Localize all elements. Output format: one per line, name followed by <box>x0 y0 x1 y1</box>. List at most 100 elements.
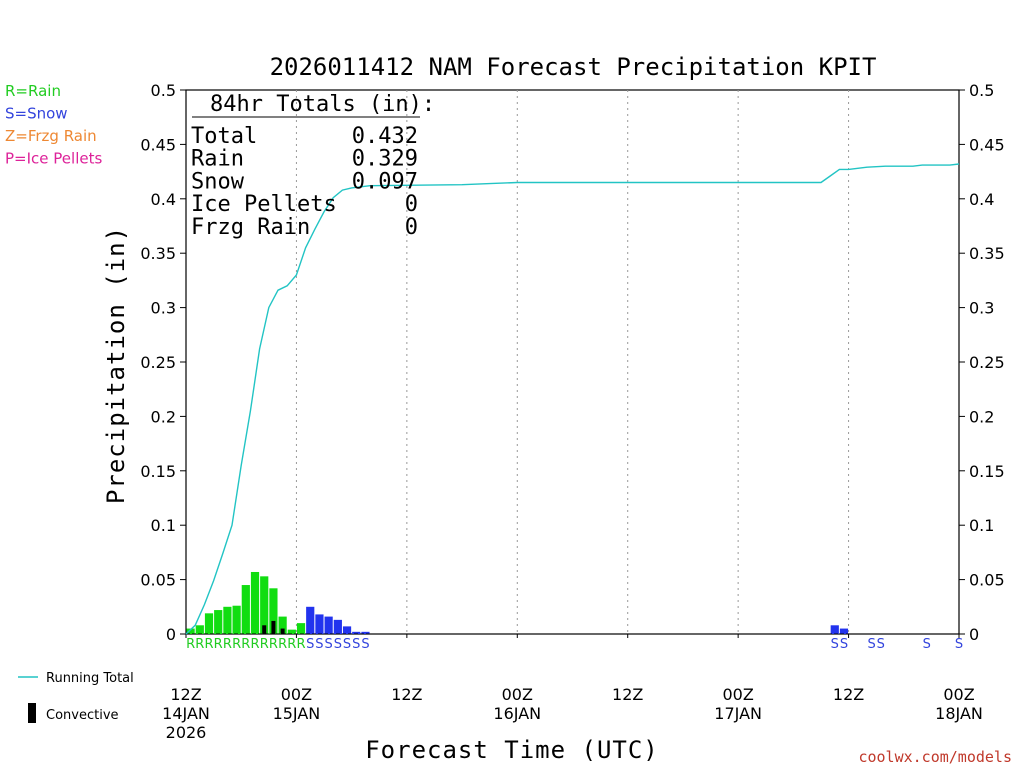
rain-bar <box>287 629 296 634</box>
convective-bar <box>280 628 285 634</box>
snow-bar <box>342 626 352 634</box>
ptype-label: R <box>186 637 195 652</box>
y-tick-label-right: 0.05 <box>969 571 1005 590</box>
ptype-label: R <box>232 637 241 652</box>
rain-bar <box>269 588 278 634</box>
totals-row-label: Ice Pellets <box>191 192 337 217</box>
y-tick-label-left: 0.05 <box>140 571 176 590</box>
rain-bar <box>195 625 204 634</box>
snow-bar <box>352 631 361 634</box>
totals-row-value: 0.097 <box>352 169 418 194</box>
snow-bar <box>839 628 849 634</box>
x-tick-date: 16JAN <box>493 704 541 723</box>
grid-lines <box>295 90 850 634</box>
y-tick-label-left: 0.1 <box>151 516 176 535</box>
y-tick-label-left: 0 <box>166 625 176 644</box>
y-axis: 0 00.05 0.050.1 0.10.15 0.150.2 0.20.25 0.250.… <box>140 81 1004 644</box>
totals-row-value: 0.432 <box>352 124 418 149</box>
totals-row-label: Total <box>191 124 257 149</box>
ptype-label: R <box>260 637 269 652</box>
x-axis-label: Forecast Time (UTC) <box>365 736 659 764</box>
hourly-bars <box>186 571 849 634</box>
rain-bar <box>241 585 250 634</box>
ptype-label: R <box>269 637 278 652</box>
ptype-label: S <box>325 637 333 652</box>
ptype-label: S <box>955 637 963 652</box>
rain-bar <box>186 628 195 634</box>
rain-bar <box>204 613 214 634</box>
snow-bar <box>333 619 342 634</box>
ptype-label: S <box>923 637 931 652</box>
ptype-label: S <box>867 637 875 652</box>
ptype-label: R <box>214 637 223 652</box>
ptype-label: S <box>877 637 885 652</box>
ptype-label: R <box>204 637 213 652</box>
y-tick-label-left: 0.35 <box>140 244 176 263</box>
x-tick-label: 00Z <box>722 685 753 704</box>
rain-bar <box>232 605 241 634</box>
y-tick-label-right: 0.25 <box>969 353 1005 372</box>
ptype-label: S <box>840 637 848 652</box>
ptype-label: S <box>343 637 351 652</box>
snow-bar <box>830 625 839 634</box>
rain-bar <box>223 606 232 634</box>
y-tick-label-left: 0.2 <box>151 407 176 426</box>
x-tick-label: 00Z <box>502 685 533 704</box>
rain-bar <box>260 576 269 634</box>
y-tick-label-left: 0.5 <box>151 81 176 100</box>
ptype-label: R <box>195 637 204 652</box>
ptype-label: S <box>315 637 323 652</box>
y-tick-label-left: 0.3 <box>151 299 176 318</box>
ptype-legend-item: Z=Frzg Rain <box>5 127 97 145</box>
y-tick-label-left: 0.4 <box>151 190 176 209</box>
x-tick-date: 14JAN <box>162 704 210 723</box>
totals-row-label: Rain <box>191 147 244 172</box>
y-tick-label-right: 0.45 <box>969 135 1005 154</box>
ptype-label: R <box>250 637 259 652</box>
ptype-legend: R=Rain S=Snow Z=Frzg Rain P=Ice Pellets <box>5 82 102 168</box>
ptype-label: S <box>831 637 839 652</box>
convective-bar <box>271 620 276 634</box>
y-tick-label-right: 0.1 <box>969 516 994 535</box>
snow-bar <box>306 606 315 634</box>
y-tick-label-right: 0.2 <box>969 407 994 426</box>
totals-row-value: 0.329 <box>352 147 418 172</box>
x-tick-label: 12Z <box>170 685 201 704</box>
totals-row-label: Frzg Rain <box>191 215 310 240</box>
ptype-legend-item: R=Rain <box>5 82 61 100</box>
ptype-legend-item: P=Ice Pellets <box>5 150 102 168</box>
y-tick-label-right: 0 <box>969 625 979 644</box>
snow-bar <box>324 616 333 634</box>
ptype-legend-item: S=Snow <box>5 105 68 123</box>
running-total-legend-label: Running Total <box>46 671 134 686</box>
rain-bar <box>278 616 287 634</box>
ptype-label: S <box>306 637 314 652</box>
convective-bar <box>262 625 267 634</box>
y-tick-label-right: 0.5 <box>969 81 994 100</box>
rain-bar <box>250 571 260 634</box>
rain-bar <box>214 610 223 634</box>
convective-legend-label: Convective <box>46 708 119 723</box>
ptype-label: R <box>241 637 250 652</box>
chart-title: 2026011412 NAM Forecast Precipitation KP… <box>270 53 877 81</box>
totals-row-value: 0 <box>405 192 418 217</box>
x-tick-label: 00Z <box>943 685 974 704</box>
totals-row-label: Snow <box>191 169 245 194</box>
x-tick-label: 12Z <box>612 685 643 704</box>
ptype-label: R <box>297 637 306 652</box>
convective-bars <box>262 620 285 634</box>
credit-text: coolwx.com/models <box>858 748 1012 766</box>
ptype-label: R <box>223 637 232 652</box>
x-tick-date: 15JAN <box>273 704 321 723</box>
x-tick-label: 12Z <box>833 685 864 704</box>
x-tick-date: 18JAN <box>935 704 983 723</box>
x-tick-date: 17JAN <box>714 704 762 723</box>
y-tick-label-left: 0.15 <box>140 462 176 481</box>
totals-row-value: 0 <box>405 215 418 240</box>
ptype-label: S <box>361 637 369 652</box>
y-axis-label: Precipitation (in) <box>102 226 130 504</box>
ptype-label: S <box>352 637 360 652</box>
x-tick-label: 12Z <box>391 685 422 704</box>
plot-frame <box>185 89 960 635</box>
